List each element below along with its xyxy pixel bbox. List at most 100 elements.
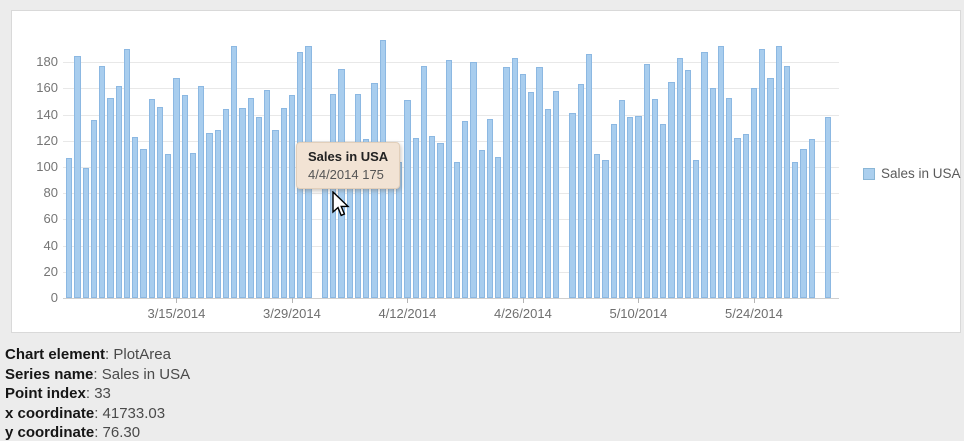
plot-area[interactable]: 0 20 40 60 80 100 120 140 160 180 3/15/2014 3/29/20…: [12, 11, 960, 332]
bar[interactable]: [660, 123, 667, 298]
bar[interactable]: [420, 66, 428, 298]
bar[interactable]: [354, 93, 362, 298]
bar[interactable]: [148, 98, 155, 298]
y-axis-label: 80: [43, 185, 58, 201]
bar[interactable]: [90, 119, 98, 298]
bar[interactable]: [808, 139, 815, 298]
bar[interactable]: [404, 100, 411, 298]
bar[interactable]: [552, 91, 560, 298]
bar[interactable]: [610, 123, 617, 298]
bar[interactable]: [800, 148, 807, 298]
bar[interactable]: [767, 77, 774, 298]
bar[interactable]: [239, 108, 246, 298]
bar[interactable]: [511, 58, 518, 298]
bar[interactable]: [486, 118, 494, 298]
bar[interactable]: [165, 153, 172, 298]
status-row: Point index: 33: [5, 385, 111, 403]
bar[interactable]: [651, 98, 659, 298]
bar[interactable]: [759, 49, 766, 298]
x-axis-tick: [176, 298, 178, 303]
bar[interactable]: [470, 62, 477, 298]
x-axis-label: 3/15/2014: [147, 306, 206, 321]
bar[interactable]: [445, 59, 452, 298]
x-axis-tick: [753, 298, 755, 303]
x-axis-label: 5/10/2014: [609, 306, 668, 321]
bar[interactable]: [206, 132, 213, 298]
bar[interactable]: [734, 138, 741, 298]
bar[interactable]: [569, 113, 576, 298]
y-axis-label: 100: [36, 159, 58, 174]
bar[interactable]: [198, 85, 205, 298]
bar[interactable]: [701, 51, 708, 298]
bar[interactable]: [602, 160, 609, 298]
status-row: y coordinate: 76.30: [5, 424, 141, 441]
bar[interactable]: [618, 100, 626, 298]
bar[interactable]: [536, 67, 543, 298]
legend-item[interactable]: Sales in USA: [863, 166, 961, 181]
bar[interactable]: [726, 97, 733, 298]
legend-swatch-icon: [863, 167, 875, 180]
bar[interactable]: [453, 161, 461, 298]
bar[interactable]: [189, 152, 197, 298]
mouse-cursor-icon: [331, 190, 351, 223]
bar[interactable]: [528, 92, 535, 298]
bar[interactable]: [478, 149, 485, 298]
y-axis-label: 60: [43, 211, 58, 227]
bar[interactable]: [709, 88, 716, 298]
bar[interactable]: [643, 63, 650, 298]
bar[interactable]: [214, 130, 221, 298]
bar[interactable]: [503, 67, 510, 298]
bar[interactable]: [82, 168, 89, 298]
bar[interactable]: [288, 94, 296, 298]
bar[interactable]: [775, 46, 782, 298]
bar[interactable]: [635, 115, 642, 298]
bar[interactable]: [462, 121, 469, 298]
bar[interactable]: [429, 135, 436, 298]
bar[interactable]: [247, 97, 254, 298]
status-row: Chart element: PlotArea: [5, 346, 171, 363]
bar[interactable]: [255, 117, 263, 298]
bar[interactable]: [783, 66, 791, 298]
bar[interactable]: [132, 136, 139, 298]
bar[interactable]: [750, 88, 758, 298]
bar[interactable]: [742, 134, 749, 298]
bar[interactable]: [577, 84, 584, 298]
bar[interactable]: [544, 109, 551, 298]
bar[interactable]: [99, 66, 106, 298]
bar[interactable]: [519, 73, 527, 298]
bar[interactable]: [280, 108, 287, 298]
bar[interactable]: [74, 55, 81, 298]
bar[interactable]: [825, 117, 832, 298]
y-axis-label: 120: [36, 132, 58, 148]
bar[interactable]: [792, 161, 799, 298]
bar[interactable]: [231, 46, 238, 298]
bar[interactable]: [668, 81, 675, 298]
bar[interactable]: [181, 94, 188, 298]
bar[interactable]: [272, 130, 279, 298]
bar[interactable]: [66, 157, 73, 298]
bar[interactable]: [627, 117, 634, 298]
bar[interactable]: [264, 89, 271, 298]
bar[interactable]: [123, 49, 131, 298]
bar[interactable]: [363, 139, 370, 298]
bar[interactable]: [495, 156, 502, 298]
bar[interactable]: [173, 77, 180, 298]
bar[interactable]: [684, 70, 692, 298]
bar[interactable]: [585, 54, 593, 298]
y-axis-label: 140: [36, 106, 58, 122]
gridline: [63, 298, 839, 299]
bar[interactable]: [412, 138, 419, 298]
bar[interactable]: [222, 109, 230, 298]
bar[interactable]: [437, 143, 444, 298]
bar[interactable]: [140, 148, 147, 298]
bar[interactable]: [594, 153, 601, 298]
bar[interactable]: [156, 106, 164, 298]
bar[interactable]: [693, 160, 700, 298]
x-axis-tick: [522, 298, 524, 303]
bar[interactable]: [115, 85, 122, 298]
bar[interactable]: [371, 83, 378, 298]
bar[interactable]: [676, 58, 683, 298]
bar[interactable]: [107, 97, 114, 298]
bar[interactable]: [717, 46, 725, 298]
